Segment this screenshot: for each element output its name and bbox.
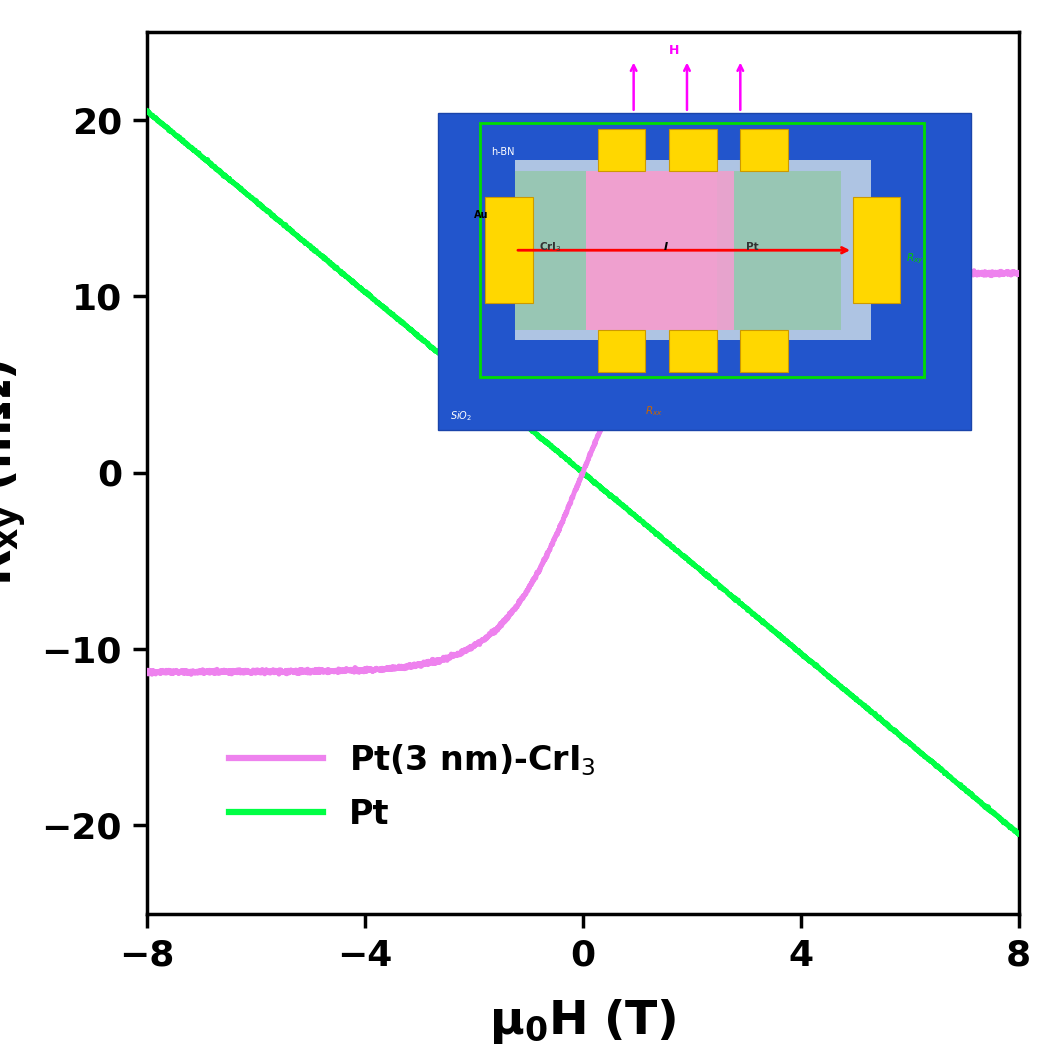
Legend: Pt(3 nm)-CrI$_3$, Pt: Pt(3 nm)-CrI$_3$, Pt — [216, 729, 609, 844]
X-axis label: $\mathbf{\mu_0 H}$ $\mathbf{(T)}$: $\mathbf{\mu_0 H}$ $\mathbf{(T)}$ — [489, 998, 676, 1047]
Y-axis label: $\mathbf{R_{xy}}$ $\mathbf{(m\Omega)}$: $\mathbf{R_{xy}}$ $\mathbf{(m\Omega)}$ — [0, 359, 27, 586]
